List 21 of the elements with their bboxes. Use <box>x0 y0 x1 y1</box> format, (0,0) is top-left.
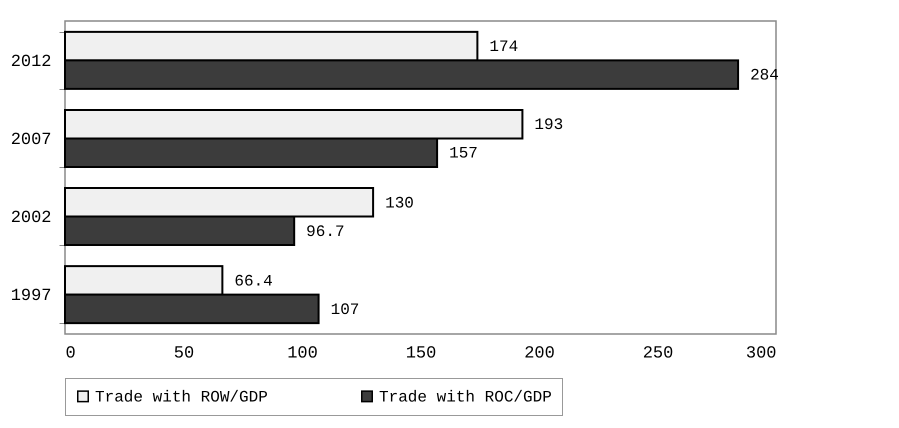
legend-label: Trade with ROW/GDP <box>95 388 268 406</box>
data-label: 96.7 <box>306 222 345 241</box>
x-tick-label: 100 <box>287 344 318 364</box>
data-label: 157 <box>449 144 478 163</box>
data-label: 107 <box>330 300 360 319</box>
y-tick-label: 2012 <box>10 52 52 72</box>
data-label: 130 <box>385 194 414 212</box>
legend-label: Trade with ROC/GDP <box>379 388 552 406</box>
y-tick-label: 2002 <box>10 209 52 228</box>
y-tick-label: 1997 <box>10 287 52 306</box>
data-label: 193 <box>534 116 564 134</box>
x-tick-label: 50 <box>174 344 194 364</box>
y-tick-label: 2007 <box>10 130 52 150</box>
data-label: 174 <box>489 38 518 56</box>
x-tick-label: 0 <box>66 344 76 364</box>
data-label: 66.4 <box>234 272 273 290</box>
x-tick-label: 300 <box>746 344 776 364</box>
x-tick-label: 150 <box>406 344 436 364</box>
data-label: 284 <box>750 66 779 85</box>
x-tick-label: 200 <box>524 344 555 364</box>
x-tick-label: 250 <box>642 344 674 364</box>
